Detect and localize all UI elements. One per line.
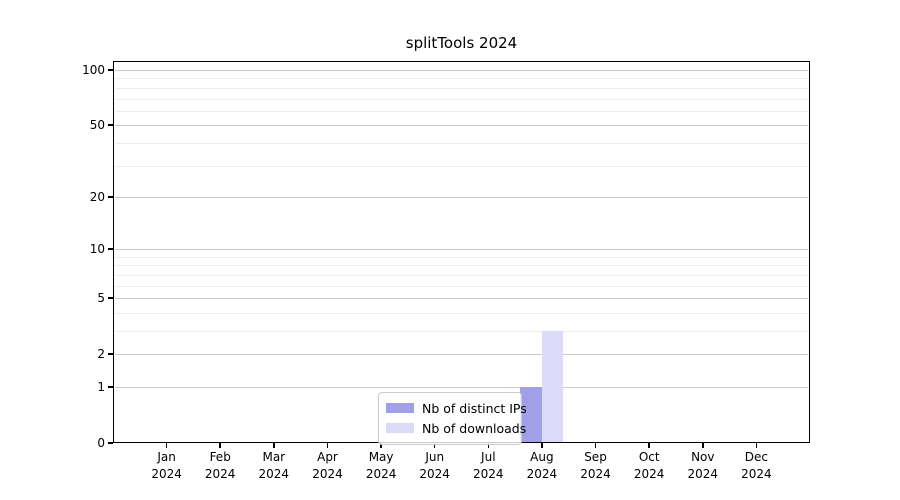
x-tick-label: Mar 2024 — [258, 450, 290, 481]
legend-label: Nb of distinct IPs — [422, 400, 527, 416]
x-tick-label: Nov 2024 — [687, 450, 719, 481]
y-tick-mark — [108, 248, 113, 250]
legend: Nb of distinct IPs Nb of downloads — [378, 392, 527, 445]
x-tick-mark — [433, 443, 436, 448]
x-tick-label: Apr 2024 — [312, 450, 343, 481]
minor-gridline — [115, 265, 808, 267]
x-tick-label: Jun 2024 — [419, 450, 450, 481]
x-tick-mark — [755, 443, 758, 448]
major-gridline — [115, 196, 808, 198]
x-tick-label: Feb 2024 — [204, 450, 236, 481]
x-tick-label: Aug 2024 — [526, 450, 558, 481]
bar-nb-of-downloads-aug — [541, 331, 564, 442]
minor-gridline — [115, 312, 808, 314]
x-tick-label: Sep 2024 — [580, 450, 611, 481]
x-tick-mark — [541, 443, 543, 448]
x-tick-mark — [165, 443, 168, 448]
minor-gridline — [115, 110, 808, 112]
y-tick-label: 2 — [97, 347, 105, 362]
minor-gridline — [115, 256, 808, 258]
x-tick-label: Oct 2024 — [633, 450, 665, 481]
x-tick-mark — [648, 443, 650, 448]
y-tick-label: 5 — [97, 291, 105, 306]
x-tick-mark — [273, 443, 275, 448]
major-gridline — [115, 70, 808, 71]
x-tick-mark — [594, 443, 597, 448]
major-gridline — [115, 387, 808, 388]
x-tick-label: Jan 2024 — [151, 450, 182, 481]
major-gridline — [115, 298, 808, 300]
y-tick-mark — [108, 124, 113, 126]
bar-nb-of-distinct-ips-aug — [520, 387, 542, 442]
y-tick-label: 1 — [97, 380, 105, 394]
y-tick-label: 100 — [82, 63, 105, 77]
y-tick-mark — [108, 442, 113, 444]
x-tick-mark — [487, 443, 490, 448]
minor-gridline — [115, 331, 808, 332]
y-tick-mark — [108, 196, 113, 198]
x-tick-mark — [380, 443, 382, 448]
minor-gridline — [115, 78, 808, 80]
legend-label: Nb of downloads — [422, 420, 527, 436]
x-tick-label: Dec 2024 — [741, 450, 772, 481]
legend-entry: Nb of distinct IPs — [386, 398, 527, 418]
x-tick-label: May 2024 — [365, 450, 397, 481]
legend-swatch — [386, 423, 414, 433]
y-tick-mark — [108, 353, 113, 355]
y-tick-label: 50 — [89, 118, 105, 133]
x-tick-mark — [326, 443, 329, 448]
minor-gridline — [115, 87, 808, 89]
x-tick-label: Jul 2024 — [473, 450, 504, 481]
major-gridline — [115, 249, 808, 251]
y-tick-mark — [108, 69, 113, 71]
y-tick-label: 0 — [97, 436, 105, 450]
major-gridline — [115, 354, 808, 356]
x-tick-mark — [219, 443, 221, 448]
plot-area — [113, 61, 810, 443]
y-tick-mark — [108, 386, 113, 388]
minor-gridline — [115, 98, 808, 100]
y-tick-mark — [108, 297, 113, 299]
y-tick-label: 20 — [89, 189, 105, 204]
minor-gridline — [115, 274, 808, 276]
x-tick-mark — [702, 443, 704, 448]
minor-gridline — [115, 165, 808, 167]
minor-gridline — [115, 285, 808, 287]
legend-swatch — [386, 403, 414, 413]
major-gridline — [115, 125, 808, 127]
minor-gridline — [115, 142, 808, 144]
legend-entry: Nb of downloads — [386, 418, 526, 438]
chart-title: splitTools 2024 — [405, 34, 518, 52]
y-tick-label: 10 — [89, 242, 105, 257]
